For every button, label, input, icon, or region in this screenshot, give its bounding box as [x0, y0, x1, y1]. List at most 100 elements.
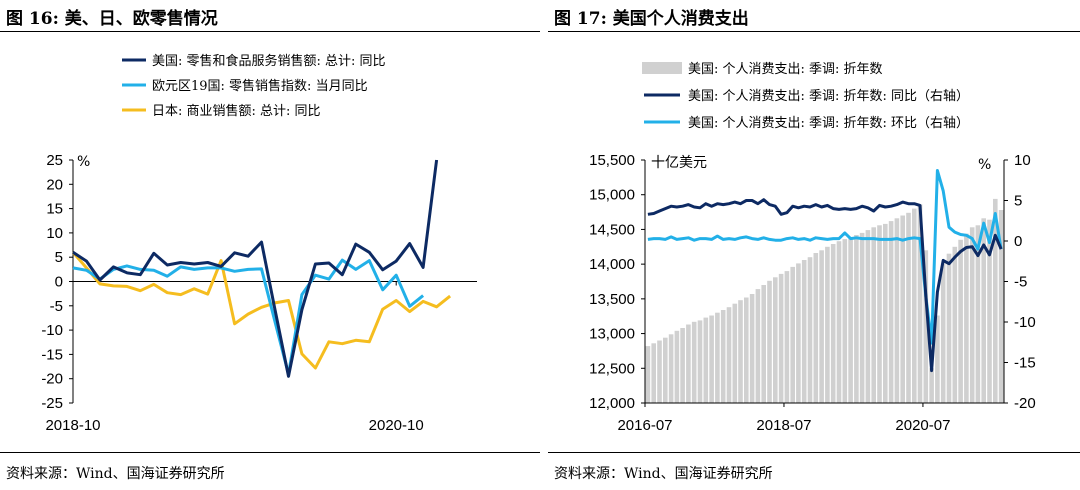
- pce-bar: [801, 260, 807, 403]
- left-y-tick-label: 13,000: [589, 326, 635, 343]
- series-line: [72, 258, 425, 376]
- x-tick-label: 2018-07: [756, 417, 811, 434]
- pce-bar: [958, 239, 963, 403]
- legend-swatch: [642, 62, 682, 74]
- right-y-tick-label: 5: [1014, 193, 1022, 210]
- pce-bar: [935, 315, 940, 403]
- legend-label: 美国: 个人消费支出: 季调: 折年数: 环比（右轴）: [688, 116, 969, 131]
- pce-bar: [917, 204, 923, 403]
- y-tick-label: 10: [46, 225, 63, 242]
- pce-bar: [773, 277, 778, 403]
- pce-bar: [645, 346, 651, 403]
- pce-bar: [819, 250, 824, 403]
- pce-bar: [888, 221, 894, 403]
- legend-label: 日本: 商业销售额: 总计: 同比: [152, 103, 321, 119]
- y-tick-label: -15: [41, 346, 63, 363]
- chart-title: 图 17: 美国个人消费支出: [554, 9, 749, 29]
- footer-divider: [0, 452, 540, 453]
- pce-bar: [836, 241, 842, 403]
- footer-divider: [548, 452, 1080, 453]
- pce-bar: [715, 312, 720, 403]
- right-y-tick-label: -20: [1014, 395, 1036, 412]
- pce-bar: [894, 218, 900, 403]
- right-unit-label: %: [978, 157, 991, 173]
- right-y-tick-label: -15: [1014, 355, 1036, 372]
- y-tick-label: -25: [41, 395, 63, 412]
- x-tick-label: 2016-07: [617, 417, 672, 434]
- pce-bar: [663, 337, 668, 403]
- pce-bar: [842, 239, 848, 403]
- pce-bar: [883, 223, 888, 403]
- pce-bar: [778, 273, 784, 403]
- pce-bar: [686, 324, 691, 403]
- pce-bar: [969, 227, 975, 403]
- pce-bar: [825, 246, 830, 403]
- pce-bar: [923, 250, 929, 403]
- left-y-tick-label: 14,000: [589, 256, 635, 273]
- left-y-tick-label: 15,000: [589, 187, 635, 204]
- pce-bar: [726, 307, 732, 403]
- pce-bar: [761, 285, 766, 403]
- legend-label: 欧元区19国: 零售销售指数: 当月同比: [152, 78, 368, 94]
- series-line: [647, 169, 1003, 345]
- pce-bar: [720, 310, 726, 403]
- legend-label: 美国: 零售和食品服务销售额: 总计: 同比: [152, 53, 386, 69]
- pce-bar: [651, 343, 656, 403]
- pce-bar: [975, 225, 981, 403]
- pce-bar: [691, 321, 697, 403]
- pce-bar: [807, 257, 813, 403]
- pce-bar: [796, 263, 801, 403]
- title-divider: [548, 31, 1080, 32]
- right-y-tick-label: 10: [1014, 152, 1031, 169]
- series-line: [72, 159, 439, 378]
- pce-bar: [703, 317, 709, 403]
- pce-bar: [709, 315, 714, 403]
- pce-bar: [738, 300, 743, 403]
- left-chart-panel: 图 16: 美、日、欧零售情况 美国: 零售和食品服务销售额: 总计: 同比 欧元…: [0, 9, 540, 482]
- pce-bar: [865, 230, 871, 403]
- pce-bar: [657, 340, 662, 403]
- pce-bar: [668, 334, 674, 403]
- pce-bar: [755, 289, 761, 403]
- pce-bar: [940, 263, 946, 403]
- series-line: [71, 251, 452, 370]
- pce-bar: [987, 219, 992, 403]
- right-y-tick-label: -10: [1014, 314, 1036, 331]
- pce-bar: [767, 280, 772, 403]
- pce-bar: [877, 225, 882, 403]
- pce-bar: [964, 233, 969, 403]
- pce-bar: [929, 368, 934, 403]
- pce-bar: [749, 294, 755, 403]
- pce-bar: [993, 198, 998, 403]
- pce-bar: [900, 215, 905, 403]
- legend-label: 美国: 个人消费支出: 季调: 折年数: 同比（右轴）: [688, 89, 969, 104]
- y-tick-label: 25: [46, 152, 63, 169]
- left-y-tick-label: 12,000: [589, 395, 635, 412]
- x-tick-label: 2020-07: [895, 417, 950, 434]
- pce-bar: [946, 253, 952, 403]
- legend-label: 美国: 个人消费支出: 季调: 折年数: [688, 62, 883, 77]
- pce-bar: [790, 266, 795, 403]
- pce-bar: [784, 271, 790, 403]
- y-tick-label: -5: [50, 298, 63, 315]
- x-tick-label: 2020-10: [369, 417, 424, 434]
- source-note: 资料来源：Wind、国海证券研究所: [6, 466, 225, 482]
- right-chart-panel: 图 17: 美国个人消费支出 美国: 个人消费支出: 季调: 折年数 美国: 个人…: [548, 0, 1080, 490]
- y-tick-label: -20: [41, 371, 63, 388]
- pce-bar: [998, 210, 1004, 403]
- title-divider: [0, 31, 540, 32]
- chart-title: 图 16: 美、日、欧零售情况: [6, 9, 218, 29]
- left-y-tick-label: 12,500: [589, 360, 635, 377]
- left-y-tick-label: 15,500: [589, 152, 635, 169]
- y-unit-label: %: [77, 154, 90, 170]
- pce-bar: [744, 297, 749, 403]
- right-y-tick-label: 0: [1014, 233, 1022, 250]
- pce-bar: [697, 320, 703, 403]
- pce-bar: [912, 208, 917, 403]
- right-y-tick-label: -5: [1014, 274, 1027, 291]
- pce-bar: [674, 330, 680, 403]
- x-tick-label: 2018-10: [45, 417, 100, 434]
- pce-bar: [906, 212, 911, 403]
